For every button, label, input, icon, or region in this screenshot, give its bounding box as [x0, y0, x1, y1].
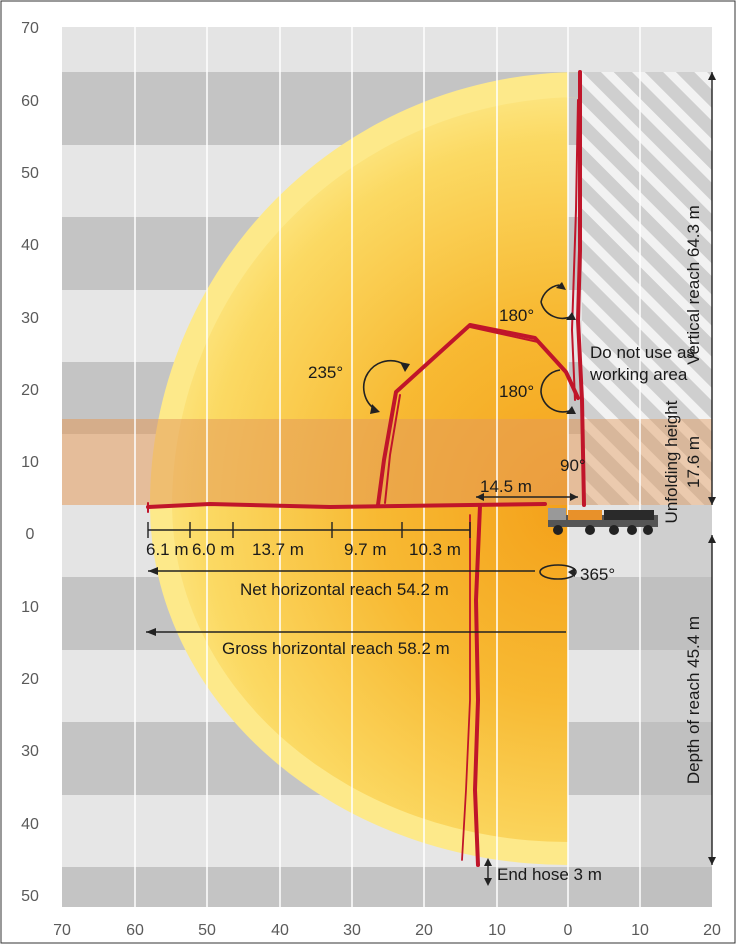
- x-tick: 40: [271, 922, 289, 939]
- arrowheads: [370, 282, 576, 577]
- segment-label: 6.1 m: [146, 540, 189, 559]
- segment-label: 13.7 m: [252, 540, 304, 559]
- x-tick: 20: [703, 922, 721, 939]
- y-tick: 50: [21, 165, 39, 182]
- arrowhead: [484, 858, 492, 866]
- y-tick: 40: [21, 237, 39, 254]
- depth-of-reach-label: Depth of reach 45.4 m: [684, 616, 703, 784]
- y-tick: 20: [21, 382, 39, 399]
- angle-180-lower-label: 180°: [499, 382, 534, 401]
- vertical-reach-label: Vertical reach 64.3 m: [684, 205, 703, 365]
- no-working-area-hatch: [582, 72, 712, 505]
- arrowhead: [484, 878, 492, 886]
- x-tick: 30: [343, 922, 361, 939]
- angle-235-label: 235°: [308, 363, 343, 382]
- x-tick: 0: [564, 922, 573, 939]
- no-working-area-line2: working area: [589, 365, 688, 384]
- x-tick: 10: [631, 922, 649, 939]
- x-tick: 60: [126, 922, 144, 939]
- right-depth-column: [640, 505, 712, 907]
- y-tick: 70: [21, 20, 39, 37]
- x-tick: 50: [198, 922, 216, 939]
- no-working-area-line1: Do not use as: [590, 343, 695, 362]
- boom-downward: [461, 504, 482, 867]
- unfolding-height-line2: 17.6 m: [684, 436, 703, 488]
- y-tick: 30: [21, 310, 39, 327]
- y-tick: 10: [21, 454, 39, 471]
- segment-label: 10.3 m: [409, 540, 461, 559]
- segment-label: 9.7 m: [344, 540, 387, 559]
- x-tick: 70: [53, 922, 71, 939]
- arrowhead: [146, 628, 156, 636]
- angle-90-label: 90°: [560, 456, 586, 475]
- segment-dimension: [147, 522, 471, 538]
- y-tick: 20: [21, 671, 39, 688]
- y-axis-labels: 70 60 50 40 30 20 10 0 10 20 30 40 50: [21, 20, 39, 905]
- arrowhead: [148, 567, 158, 575]
- angle-365-label: 365°: [580, 565, 615, 584]
- gross-horizontal-label: Gross horizontal reach 58.2 m: [222, 639, 450, 658]
- y-tick: 50: [21, 888, 39, 905]
- y-tick: 10: [21, 599, 39, 616]
- rotation-arrows: [362, 284, 577, 580]
- end-hose-label: End hose 3 m: [497, 865, 602, 884]
- truck-icon: [548, 508, 658, 535]
- segment-label: 6.0 m: [192, 540, 235, 559]
- grid-lines: [134, 27, 641, 907]
- net-horizontal-label: Net horizontal reach 54.2 m: [240, 580, 449, 599]
- boom-horizontal: [146, 501, 547, 513]
- x-axis-labels: 70 60 50 40 30 20 10 0 10 20: [53, 922, 721, 939]
- reach-14-5-label: 14.5 m: [480, 477, 532, 496]
- angle-180-upper-label: 180°: [499, 306, 534, 325]
- x-tick: 20: [415, 922, 433, 939]
- arrowhead: [476, 493, 484, 501]
- boom-folded: [376, 323, 580, 507]
- arrowhead: [570, 493, 578, 501]
- boom-vertical: [570, 70, 586, 507]
- y-tick: 0: [26, 526, 35, 543]
- y-tick: 40: [21, 816, 39, 833]
- y-tick: 30: [21, 743, 39, 760]
- right-arrowheads: [708, 72, 716, 865]
- unfolding-height-line1: Unfolding height: [662, 400, 681, 523]
- y-tick: 60: [21, 93, 39, 110]
- x-tick: 10: [488, 922, 506, 939]
